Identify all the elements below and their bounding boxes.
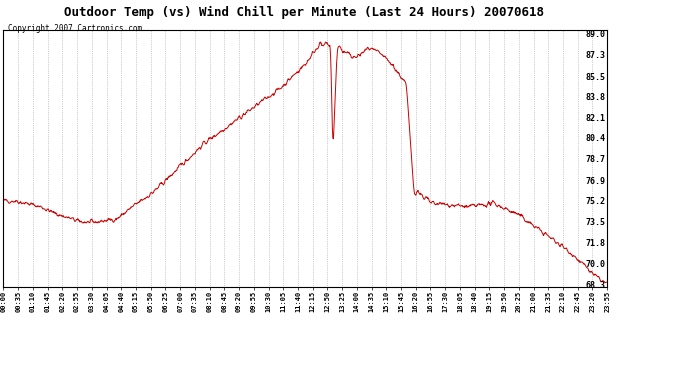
Text: Copyright 2007 Cartronics.com: Copyright 2007 Cartronics.com xyxy=(8,24,142,33)
Text: Outdoor Temp (vs) Wind Chill per Minute (Last 24 Hours) 20070618: Outdoor Temp (vs) Wind Chill per Minute … xyxy=(63,6,544,19)
